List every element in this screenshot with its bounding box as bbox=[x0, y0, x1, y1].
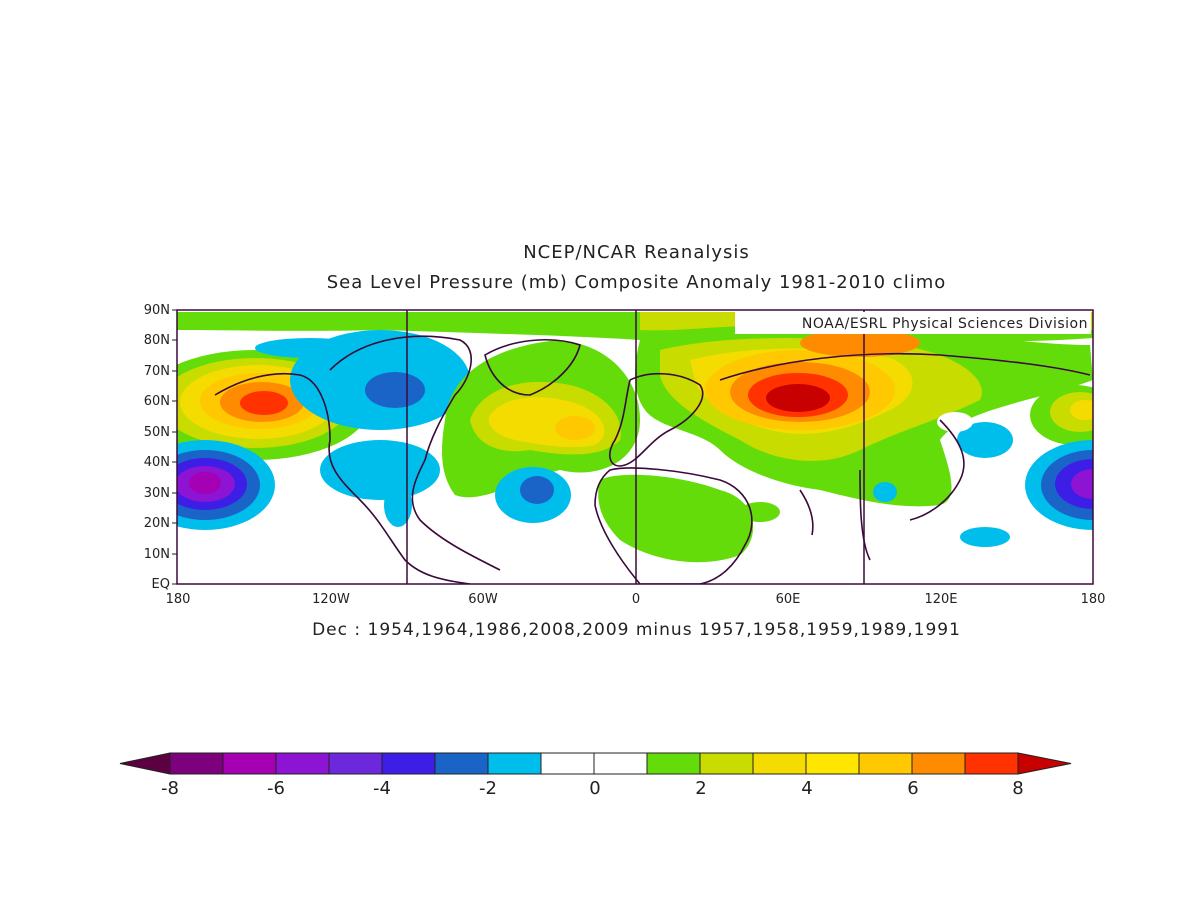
colorbar-label: 4 bbox=[801, 778, 813, 799]
colorbar-swatch bbox=[169, 752, 224, 775]
colorbar-swatch bbox=[699, 752, 754, 775]
anomaly-high-atlantic bbox=[442, 340, 640, 498]
credit-text: NOAA/ESRL Physical Sciences Division bbox=[802, 316, 1088, 332]
colorbar-arrow-high bbox=[1017, 752, 1072, 775]
colorbar-arrow-low bbox=[119, 752, 171, 775]
colorbar-label: -8 bbox=[161, 778, 179, 799]
lat-label-20n: 20N bbox=[143, 516, 170, 531]
coastline-greenland bbox=[484, 339, 581, 396]
lat-label-60n: 60N bbox=[143, 394, 170, 409]
lat-label-40n: 40N bbox=[143, 455, 170, 470]
lon-label-120e: 120E bbox=[924, 592, 958, 607]
lon-label-180w: 180 bbox=[165, 592, 191, 607]
colorbar-label: 6 bbox=[907, 778, 919, 799]
coastline-north-america-east bbox=[329, 335, 501, 571]
colorbar-label: 0 bbox=[589, 778, 601, 799]
lat-label-30n: 30N bbox=[143, 486, 170, 501]
colorbar-swatch bbox=[752, 752, 807, 775]
colorbar-swatch bbox=[540, 752, 595, 775]
coastline-asia bbox=[719, 352, 1091, 561]
colorbar-swatch bbox=[434, 752, 489, 775]
colorbar-swatch bbox=[275, 752, 330, 775]
lat-label-70n: 70N bbox=[143, 364, 170, 379]
lat-ticks bbox=[172, 309, 177, 585]
lon-label-0: 0 bbox=[631, 592, 641, 607]
colorbar-swatch bbox=[222, 752, 277, 775]
colorbar-label: -6 bbox=[267, 778, 285, 799]
colorbar-swatch bbox=[911, 752, 966, 775]
lon-label-180e: 180 bbox=[1080, 592, 1106, 607]
colorbar-label: 8 bbox=[1012, 778, 1024, 799]
colorbar-label: 2 bbox=[695, 778, 707, 799]
map-frame bbox=[176, 309, 1094, 585]
lat-label-10n: 10N bbox=[143, 547, 170, 562]
colorbar-swatch bbox=[593, 752, 648, 775]
colorbar-swatch bbox=[805, 752, 860, 775]
anomaly-low-pacific-east bbox=[1025, 440, 1093, 530]
colorbar-swatch bbox=[858, 752, 913, 775]
colorbar-swatch bbox=[646, 752, 701, 775]
lat-label-80n: 80N bbox=[143, 333, 170, 348]
coastline-europe bbox=[609, 372, 704, 467]
lon-label-60w: 60W bbox=[468, 592, 498, 607]
map-subtitle: Sea Level Pressure (mb) Composite Anomal… bbox=[326, 272, 947, 293]
colorbar-label: -4 bbox=[373, 778, 391, 799]
credit-box bbox=[735, 312, 1091, 334]
lat-label-eq: EQ bbox=[151, 577, 170, 592]
colorbar-swatch bbox=[328, 752, 383, 775]
coastline-africa bbox=[594, 467, 753, 584]
colorbar-swatch bbox=[964, 752, 1019, 775]
anomaly-low-atlantic bbox=[495, 467, 571, 523]
lon-label-120w: 120W bbox=[312, 592, 350, 607]
lat-label-50n: 50N bbox=[143, 425, 170, 440]
colorbar-label: -2 bbox=[479, 778, 497, 799]
colorbar bbox=[119, 752, 1072, 775]
meridian-lines bbox=[406, 310, 865, 584]
lon-label-60e: 60E bbox=[775, 592, 801, 607]
composite-caption: Dec : 1954,1964,1986,2008,2009 minus 195… bbox=[312, 620, 961, 640]
lat-label-90n: 90N bbox=[143, 303, 170, 318]
map-title: NCEP/NCAR Reanalysis bbox=[523, 242, 750, 263]
colorbar-swatch bbox=[487, 752, 542, 775]
colorbar-swatch bbox=[381, 752, 436, 775]
anomaly-low-pacific-west bbox=[177, 440, 275, 530]
